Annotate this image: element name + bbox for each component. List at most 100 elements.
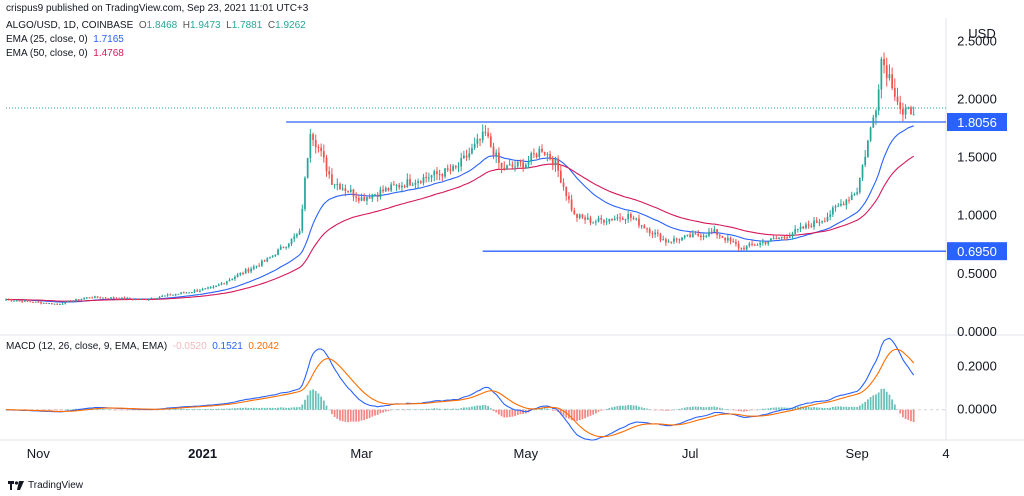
- candle[interactable]: [201, 288, 204, 291]
- candle[interactable]: [858, 177, 861, 193]
- candle[interactable]: [546, 154, 549, 156]
- candle[interactable]: [204, 288, 207, 290]
- candle[interactable]: [427, 177, 430, 179]
- candle[interactable]: [134, 298, 137, 300]
- candle[interactable]: [333, 184, 336, 186]
- candle[interactable]: [18, 300, 21, 302]
- candle[interactable]: [231, 278, 234, 280]
- candle[interactable]: [745, 245, 748, 250]
- candle[interactable]: [398, 185, 401, 188]
- candle[interactable]: [331, 174, 333, 185]
- candle[interactable]: [743, 247, 745, 250]
- candle[interactable]: [336, 184, 339, 186]
- candle[interactable]: [301, 209, 304, 231]
- candle[interactable]: [172, 294, 174, 296]
- candle[interactable]: [586, 217, 589, 220]
- candle[interactable]: [42, 302, 45, 304]
- candle[interactable]: [50, 303, 53, 305]
- candle[interactable]: [802, 226, 805, 229]
- candle[interactable]: [161, 295, 164, 297]
- candle[interactable]: [506, 165, 508, 170]
- candle[interactable]: [708, 231, 710, 236]
- candle[interactable]: [654, 232, 656, 235]
- candle[interactable]: [638, 218, 640, 226]
- candle[interactable]: [864, 156, 867, 166]
- candle[interactable]: [721, 236, 724, 238]
- candle[interactable]: [58, 304, 61, 306]
- candle[interactable]: [244, 269, 247, 274]
- candle[interactable]: [751, 243, 753, 245]
- candle[interactable]: [735, 241, 737, 244]
- candle[interactable]: [392, 184, 395, 186]
- candle[interactable]: [169, 294, 172, 296]
- candle[interactable]: [67, 300, 69, 302]
- candle[interactable]: [740, 247, 743, 249]
- candle[interactable]: [102, 297, 104, 299]
- horizontal-levels[interactable]: [6, 107, 946, 252]
- candle[interactable]: [164, 295, 166, 297]
- candle[interactable]: [600, 217, 603, 220]
- candle[interactable]: [61, 303, 64, 305]
- candle[interactable]: [621, 218, 624, 220]
- candle[interactable]: [180, 292, 182, 294]
- candle[interactable]: [258, 265, 261, 267]
- candle[interactable]: [142, 298, 145, 300]
- candle[interactable]: [10, 299, 13, 301]
- candle[interactable]: [430, 175, 433, 178]
- candle[interactable]: [573, 210, 576, 215]
- candle[interactable]: [403, 185, 406, 188]
- candle[interactable]: [705, 235, 708, 237]
- candle[interactable]: [516, 161, 519, 167]
- candle[interactable]: [77, 299, 80, 301]
- candle[interactable]: [390, 184, 393, 191]
- candle[interactable]: [522, 162, 525, 169]
- candle[interactable]: [363, 197, 366, 201]
- candle[interactable]: [597, 217, 600, 222]
- candle[interactable]: [519, 161, 522, 163]
- candle[interactable]: [185, 292, 188, 294]
- candle[interactable]: [153, 298, 156, 300]
- candle[interactable]: [624, 219, 627, 221]
- candle[interactable]: [29, 301, 32, 303]
- candle[interactable]: [608, 218, 611, 222]
- candle[interactable]: [856, 192, 858, 195]
- candle[interactable]: [697, 233, 700, 236]
- candle[interactable]: [317, 147, 320, 149]
- candle[interactable]: [584, 217, 586, 220]
- candle[interactable]: [471, 147, 473, 154]
- candle[interactable]: [118, 298, 120, 300]
- candle[interactable]: [5, 299, 7, 301]
- candle[interactable]: [150, 298, 153, 300]
- candle[interactable]: [384, 187, 387, 192]
- candle[interactable]: [366, 197, 368, 201]
- candle[interactable]: [479, 139, 481, 141]
- candle[interactable]: [293, 236, 296, 239]
- candle[interactable]: [382, 189, 384, 192]
- candle[interactable]: [285, 246, 287, 248]
- candle[interactable]: [209, 287, 212, 289]
- candle[interactable]: [842, 203, 845, 206]
- candle[interactable]: [691, 233, 694, 238]
- candle[interactable]: [605, 221, 608, 223]
- candle[interactable]: [223, 283, 226, 285]
- candle[interactable]: [761, 242, 764, 244]
- candle[interactable]: [252, 266, 255, 269]
- candle[interactable]: [379, 189, 382, 197]
- candle[interactable]: [406, 179, 409, 188]
- candle[interactable]: [352, 189, 355, 197]
- candle[interactable]: [541, 148, 543, 152]
- candle[interactable]: [853, 194, 856, 196]
- candle[interactable]: [726, 237, 729, 241]
- candle[interactable]: [875, 110, 877, 118]
- candle[interactable]: [444, 168, 446, 177]
- candle[interactable]: [627, 214, 630, 220]
- candle[interactable]: [533, 153, 535, 155]
- candle[interactable]: [314, 139, 317, 148]
- candle[interactable]: [247, 269, 250, 272]
- candle[interactable]: [869, 127, 872, 141]
- candle[interactable]: [312, 134, 314, 140]
- candle[interactable]: [678, 239, 681, 241]
- candle[interactable]: [899, 102, 902, 110]
- candle[interactable]: [341, 188, 344, 190]
- candle[interactable]: [376, 194, 379, 197]
